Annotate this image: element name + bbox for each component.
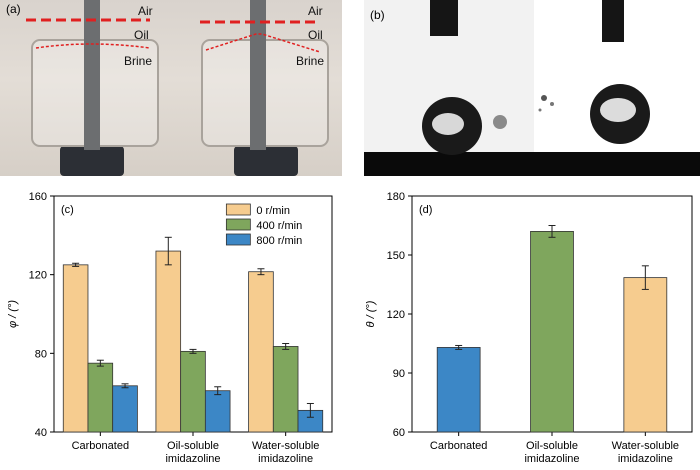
substrate: [364, 152, 700, 176]
bar: [272, 346, 299, 433]
label-oil-right: Oil: [308, 28, 323, 42]
legend-swatch: [225, 203, 251, 216]
needle-right: [602, 0, 624, 42]
bar: [623, 277, 668, 433]
stand-right: [234, 146, 298, 176]
panel-label-a: (a): [6, 2, 21, 16]
bar: [248, 271, 274, 433]
bar: [87, 362, 114, 433]
bar-chart-d: 60 90 120 150 180 θ / (°) (d) Carbonated Oil-sol…: [365, 191, 693, 465]
y-tick-label: 60: [393, 427, 405, 439]
y-tick-label: 150: [387, 250, 405, 262]
bar: [180, 350, 206, 433]
panel-label: (c): [61, 204, 74, 216]
y-tick-label: 90: [393, 368, 405, 380]
x-tick-label: Water-soluble imidazoline: [252, 440, 319, 465]
panel-label-b: (b): [370, 8, 385, 22]
needle-left: [430, 0, 458, 36]
panel-label: (d): [419, 204, 432, 216]
x-tick-label: Oil-soluble imidazoline: [165, 440, 220, 465]
x-tick-label: Carbonated: [72, 440, 130, 452]
shaft-right: [250, 0, 266, 150]
legend-swatch: [225, 218, 251, 231]
label-air-left: Air: [138, 4, 153, 18]
label-brine-left: Brine: [124, 54, 153, 68]
y-tick-label: 180: [387, 191, 405, 203]
x-tick-label: Carbonated: [430, 440, 488, 452]
y-axis-label: φ / (°): [7, 300, 19, 328]
stand-left: [60, 146, 124, 176]
label-air-right: Air: [308, 4, 323, 18]
bar: [204, 390, 231, 433]
oil-brine-interface-right: [205, 33, 321, 53]
y-tick-label: 40: [35, 427, 47, 439]
legend-label: 400 r/min: [256, 220, 302, 232]
bar: [436, 347, 481, 433]
label-oil-left: Oil: [134, 28, 149, 42]
photo-panel-b: (b): [364, 0, 700, 176]
legend-swatch: [225, 233, 251, 246]
bar: [112, 385, 138, 433]
droplet-photo: [364, 0, 700, 176]
y-tick-label: 80: [35, 348, 47, 360]
bar: [155, 250, 182, 433]
container-photo: [26, 0, 329, 176]
bar: [530, 231, 574, 433]
y-axis-label: θ / (°): [365, 300, 377, 327]
photo-panel-a: (a) Air Oil Brine Air Oil Brine: [0, 0, 342, 176]
label-brine-right: Brine: [296, 54, 325, 68]
shaft-left: [84, 0, 100, 150]
y-tick-label: 120: [29, 270, 47, 282]
y-tick-label: 160: [29, 191, 47, 203]
legend-label: 800 r/min: [256, 235, 302, 247]
bar-chart-c: 40 80 120 160 φ / (°) (c) Carbonated Oil-solubl…: [7, 191, 333, 465]
x-tick-label: Oil-soluble imidazoline: [524, 440, 579, 465]
legend-label: 0 r/min: [256, 205, 290, 217]
bar: [62, 264, 89, 433]
y-tick-label: 120: [387, 309, 405, 321]
oil-brine-interface-left: [35, 43, 151, 49]
x-tick-label: Water-soluble imidazoline: [612, 440, 679, 465]
